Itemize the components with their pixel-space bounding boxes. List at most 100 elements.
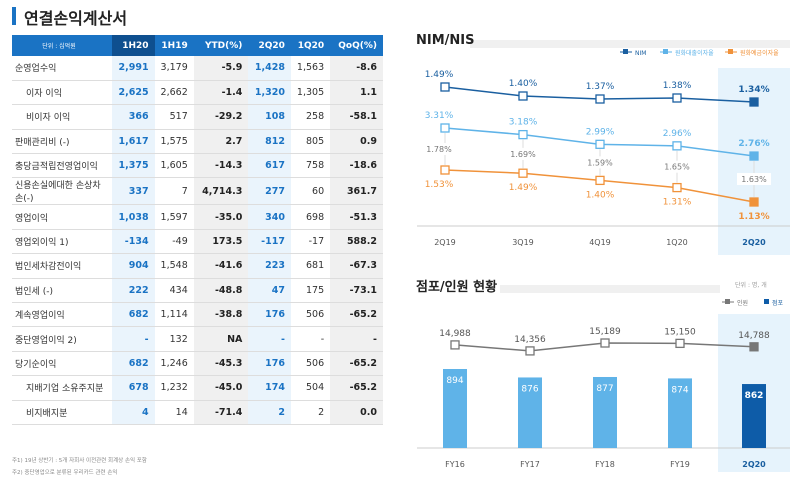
data-label: 1.40% [509,79,538,89]
data-point [440,165,450,175]
table-cell: 7 [154,177,194,206]
table-cell: 504 [290,375,331,401]
data-point [595,94,605,104]
table-cell: 361.7 [330,177,383,206]
table-cell: 174 [248,375,291,401]
spread-label: 1.78% [426,145,452,154]
table-cell: 1.1 [330,80,383,106]
table-cell: - [330,326,383,352]
data-label: 14,788 [738,331,770,341]
table-cell: 682 [112,351,155,377]
legend-marker [725,299,730,304]
bar [518,377,542,448]
table-row: 충당금적립전영업이익 1,375 1,605 -14.3 617 758 -18.6 [12,153,383,179]
column-header: QoQ(%) [330,35,383,56]
table-cell: 506 [290,351,331,377]
table-cell: 0.0 [330,400,383,425]
table-cell: 4 [112,400,155,425]
table-row: 영업외이익 1) -134 -49 173.5 -117 -17 588.2 [12,229,383,255]
row-label: 이자 이익 [12,80,112,106]
table-cell: -41.6 [193,253,249,279]
bar-label: 862 [745,391,764,401]
table-cell: -29.2 [193,104,249,130]
bar-label: 877 [596,384,613,394]
row-label: 당기순이익 [12,351,112,377]
table-cell: 2.7 [193,129,249,155]
footnote-1: 주1) 19년 상반기 : 5개 자회사 이전관련 회계상 손익 포함 [12,458,147,464]
table-cell: -18.6 [330,153,383,179]
title-accent [12,7,16,25]
table-cell: 340 [248,204,291,230]
legend-label: 원화예금이자율 [740,49,779,57]
data-point [440,123,450,133]
table-cell: 1,038 [112,204,155,230]
table-row: 순영업수익 2,991 3,179 -5.9 1,428 1,563 -8.6 [12,56,383,81]
table-row: 비지배지분 4 14 -71.4 2 2 0.0 [12,400,383,425]
bar-label: 894 [446,376,463,386]
x-tick-label: 4Q19 [589,238,611,247]
table-cell: -117 [248,229,291,255]
table-cell: 506 [290,302,331,328]
row-label: 충당금적립전영업이익 [12,153,112,179]
spread-label: 1.59% [587,158,613,167]
table-cell: 1,605 [154,153,194,179]
table-cell: 176 [248,351,291,377]
table-cell: -73.1 [330,278,383,304]
column-header: YTD(%) [193,35,249,56]
bar [668,378,692,448]
table-cell: 258 [290,104,331,130]
spread-label: 1.63% [741,175,767,184]
row-label: 법인세 (-) [12,278,112,304]
data-point [675,338,685,349]
x-tick-label: FY19 [670,460,690,469]
data-point [518,129,528,140]
table-cell: 1,617 [112,129,155,155]
row-label: 비이자 이익 [12,104,112,130]
table-cell: -51.3 [330,204,383,230]
footnote-2: 주2) 중단영업으로 분류된 우리카드 관련 손익 [12,470,118,476]
x-tick-label: FY18 [595,460,615,469]
table-cell: -8.6 [330,56,383,81]
page-title: 연결손익계산서 [24,9,128,28]
spread-label: 1.69% [510,150,536,159]
data-label: 15,189 [589,327,621,337]
data-point [672,182,682,193]
table-row: 지배기업 소유주지분 678 1,232 -45.0 174 504 -65.2 [12,375,383,401]
label-bg [660,160,694,173]
data-label: 1.37% [586,82,615,92]
data-point [440,82,450,92]
table-cell: -35.0 [193,204,249,230]
table-cell: 175 [290,278,331,304]
data-point [749,151,759,161]
legend-marker [728,49,733,54]
data-label: 1.13% [738,212,769,222]
table-cell: -67.3 [330,253,383,279]
table-row: 계속영업이익 682 1,114 -38.8 176 506 -65.2 [12,302,383,328]
legend-label: 인원 [737,299,748,307]
table-cell: -65.2 [330,351,383,377]
table-cell: -45.3 [193,351,249,377]
data-point [672,141,682,151]
table-row: 판매관리비 (-) 1,617 1,575 2.7 812 805 0.9 [12,129,383,155]
row-label: 계속영업이익 [12,302,112,328]
table-cell: 1,375 [112,153,155,179]
table-cell: -17 [290,229,331,255]
data-point [749,342,759,352]
table-cell: 2,991 [112,56,155,81]
data-label: 1.53% [425,180,454,190]
data-point [600,338,610,348]
table-cell: -14.3 [193,153,249,179]
table-cell: 132 [154,326,194,352]
data-label: 1.49% [425,70,454,80]
income-statement-table: 단위 : 십억원 1H20 1H19 YTD(%) 2Q20 1Q20 QoQ(%) 순영업… [12,35,383,425]
table-row: 당기순이익 682 1,246 -45.3 176 506 -65.2 [12,351,383,377]
bar [742,384,766,448]
table-cell: 698 [290,204,331,230]
table-cell: 434 [154,278,194,304]
table-cell: 1,114 [154,302,194,328]
data-point [518,91,528,101]
table-cell: -65.2 [330,302,383,328]
table-cell: -71.4 [193,400,249,425]
table-cell: 1,597 [154,204,194,230]
